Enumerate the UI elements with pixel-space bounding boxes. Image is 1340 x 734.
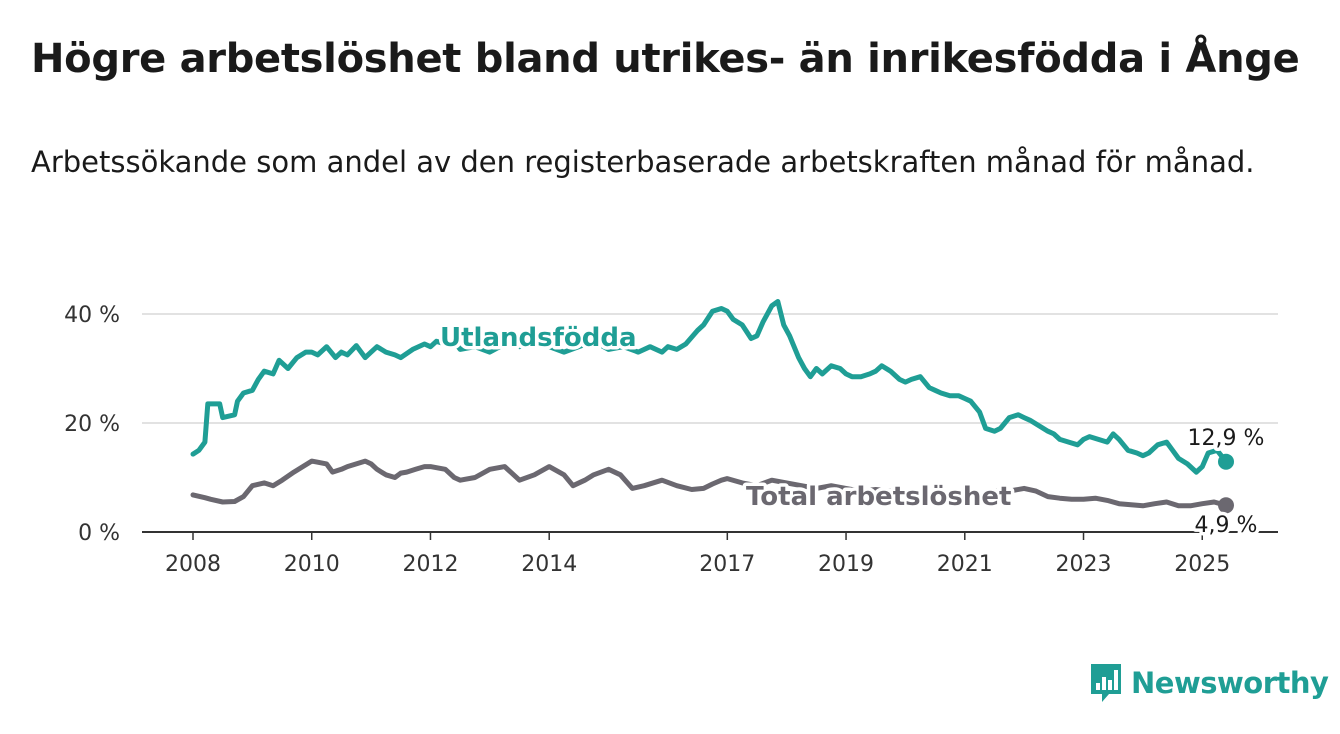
series-label-total-arbetsloshet: Total arbetslöshet (746, 482, 1011, 512)
y-axis-ticks: 0 % 20 % 40 % (64, 303, 120, 546)
series-label-utlandsfodda: Utlandsfödda (440, 323, 637, 353)
end-value-label-total-arbetsloshet: 4,9 % (1195, 513, 1258, 538)
series-line-utlandsfodda (190, 299, 1229, 475)
x-tick-label: 2025 (1174, 552, 1230, 577)
x-tick-label: 2010 (284, 552, 340, 577)
gridlines (142, 313, 1278, 424)
chart-title: Högre arbetslöshet bland utrikes- än inr… (31, 36, 1300, 82)
series-line-total-arbetsloshet (190, 458, 1229, 509)
x-axis-ticks: 2008 2010 2012 2014 2017 2019 2021 2023 2025 (165, 532, 1230, 577)
brand-name: Newsworthy (1131, 666, 1329, 700)
x-tick-label: 2019 (818, 552, 874, 577)
chart-subtitle: Arbetssökande som andel av den registerb… (31, 145, 1255, 179)
x-tick-label: 2023 (1056, 552, 1112, 577)
end-value-label-utlandsfodda: 12,9 % (1188, 426, 1265, 451)
y-tick-label: 40 % (64, 303, 120, 328)
newsworthy-chart-logo-icon (1091, 664, 1121, 702)
end-point-total-arbetsloshet (1218, 497, 1234, 514)
newsworthy-logo: Newsworthy (1089, 662, 1329, 704)
end-point-utlandsfodda (1218, 453, 1234, 470)
x-tick-label: 2012 (402, 552, 458, 577)
x-tick-label: 2008 (165, 552, 221, 577)
x-tick-label: 2021 (937, 552, 993, 577)
y-tick-label: 20 % (64, 412, 120, 437)
x-tick-label: 2014 (521, 552, 577, 577)
series-lines (190, 299, 1234, 514)
x-tick-label: 2017 (699, 552, 755, 577)
series-labels: Utlandsfödda Total arbetslöshet 12,9 % 4… (437, 320, 1268, 542)
y-tick-label: 0 % (78, 521, 120, 546)
